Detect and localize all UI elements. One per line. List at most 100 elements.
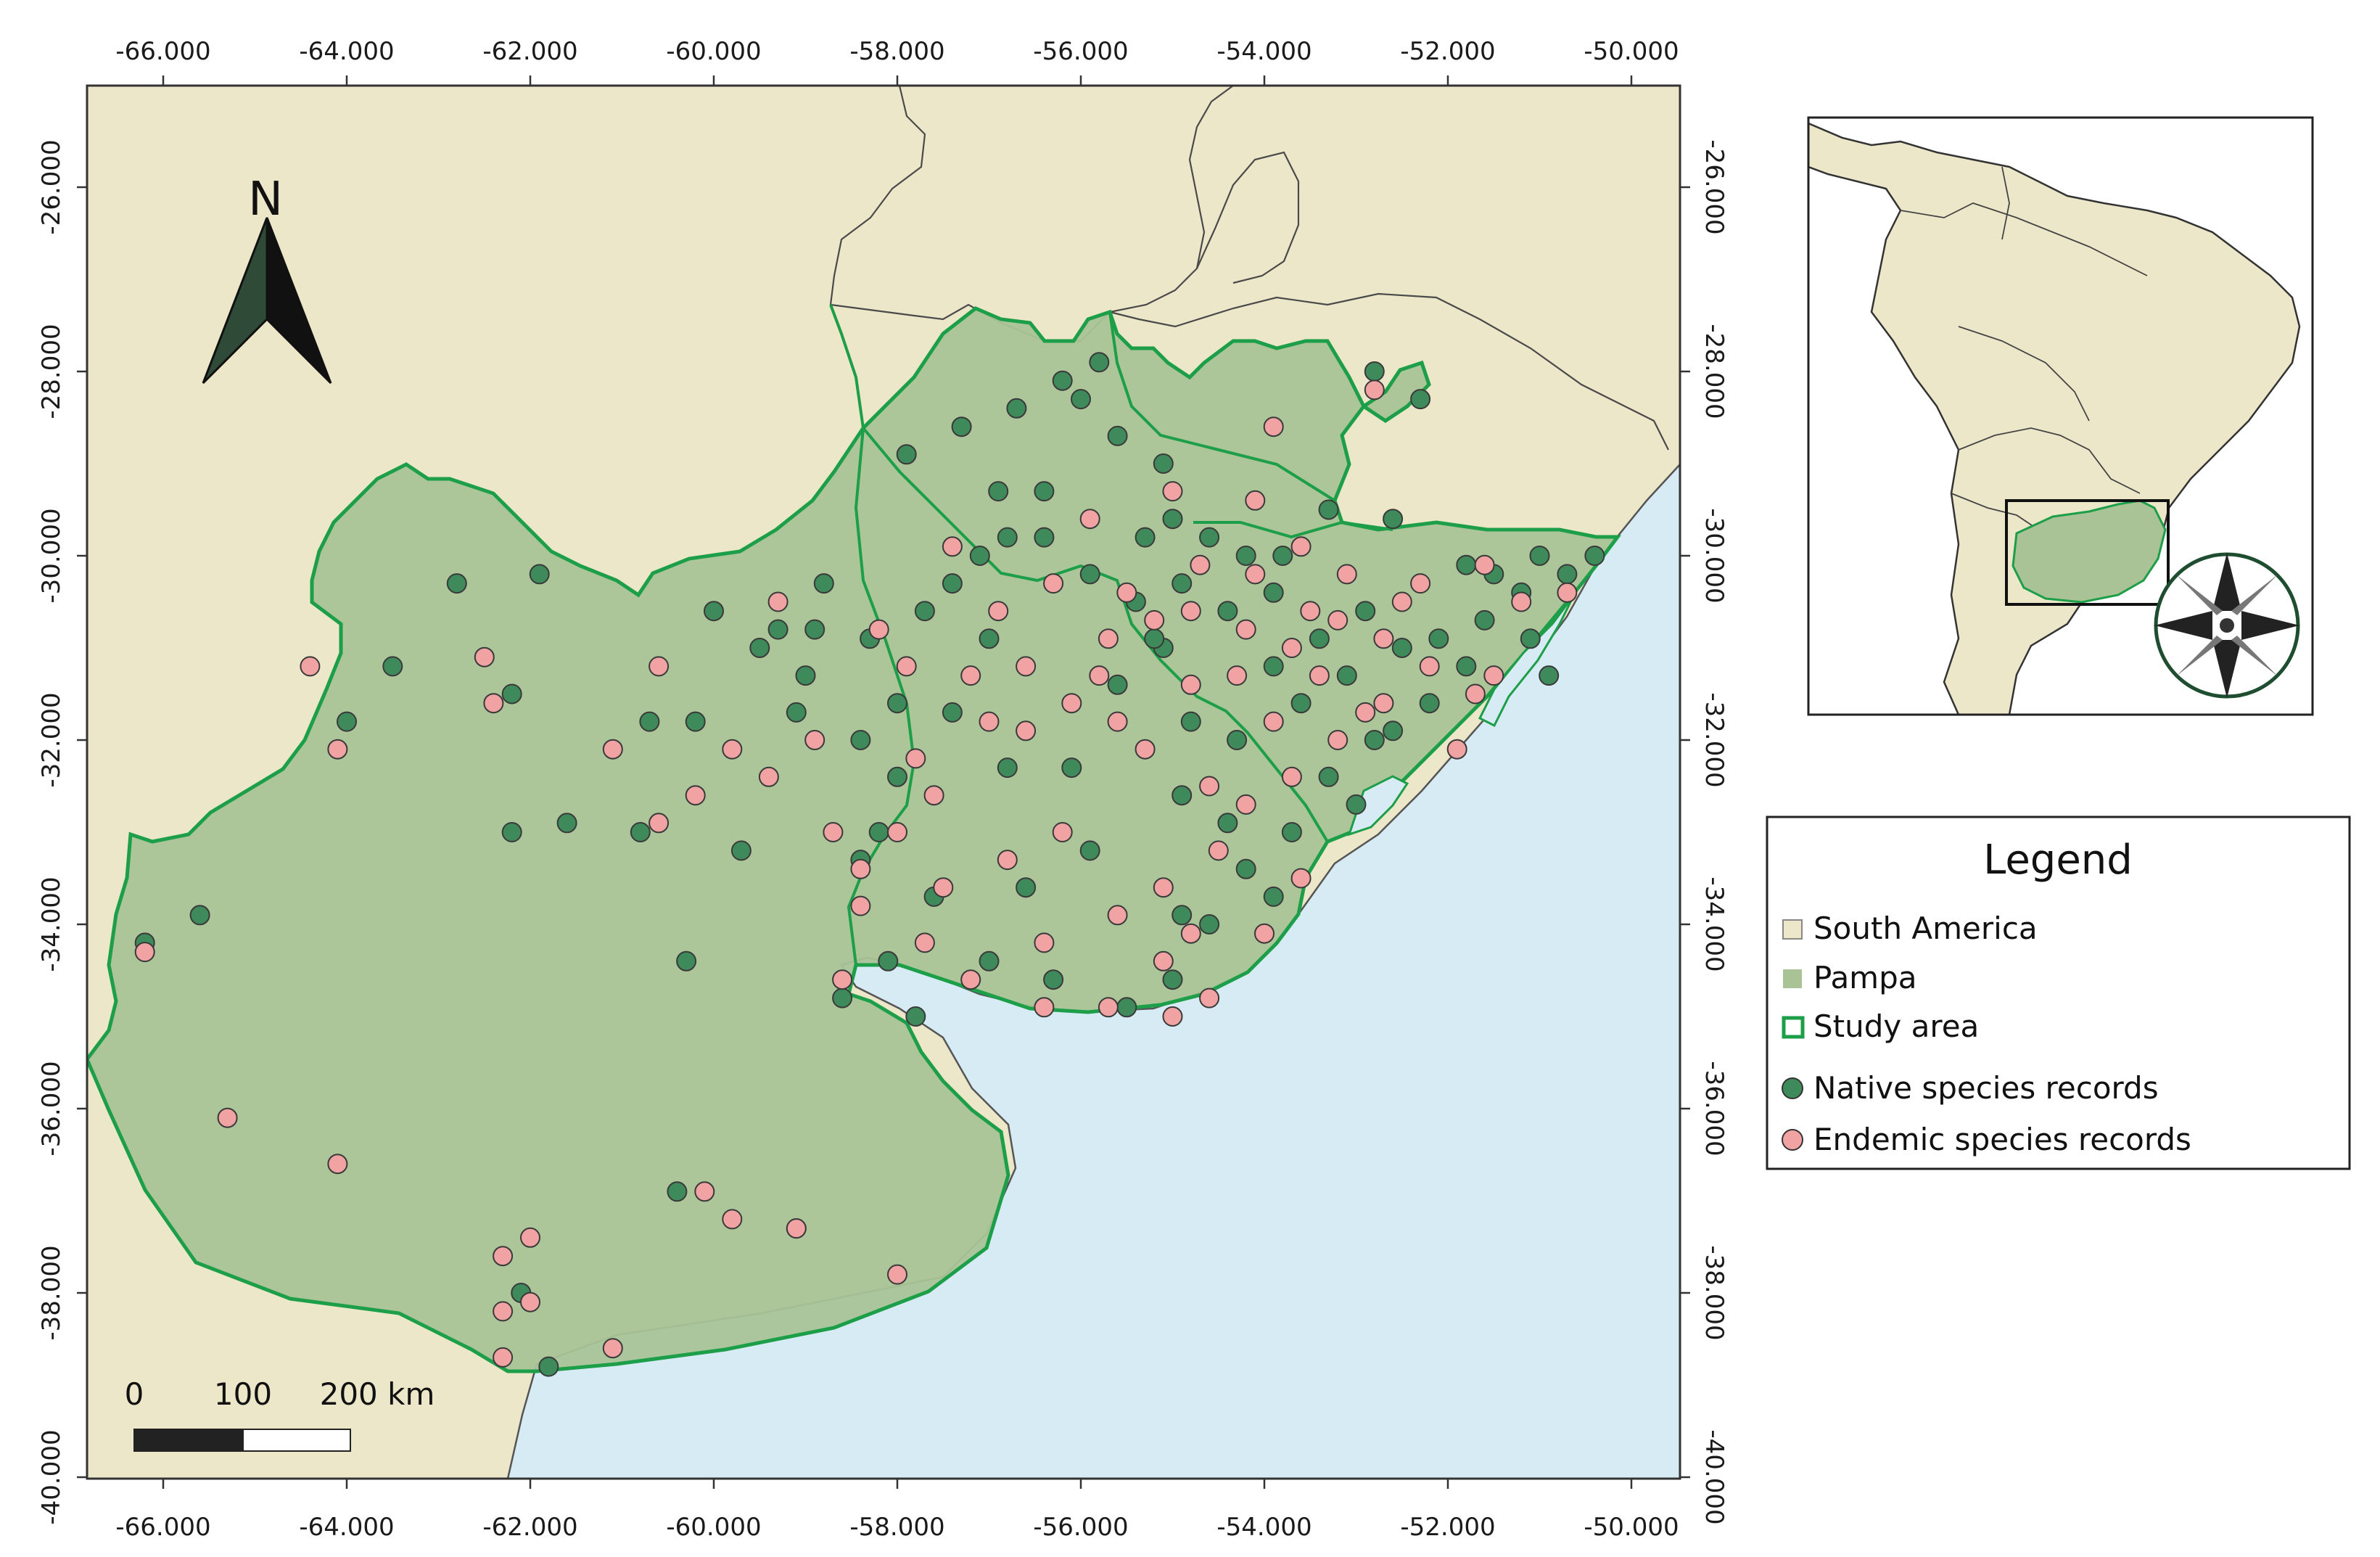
endemic-record-point xyxy=(327,739,348,760)
native-record-point xyxy=(905,1006,926,1027)
native-record-point xyxy=(914,601,935,622)
endemic-record-point xyxy=(1180,923,1201,944)
lagoon xyxy=(1478,594,1576,728)
endemic-record-point xyxy=(896,656,917,677)
native-record-point xyxy=(1034,481,1055,502)
native-record-point xyxy=(639,711,660,732)
legend-symbol-south-america xyxy=(1782,919,1803,940)
endemic-record-point xyxy=(648,813,670,834)
endemic-record-point xyxy=(1208,840,1229,861)
compass-rose-icon xyxy=(2154,552,2300,699)
endemic-record-point xyxy=(1245,490,1266,511)
legend: Legend South America Pampa Study area Na… xyxy=(1766,816,2351,1170)
lat-label: -32.000 xyxy=(37,692,66,787)
endemic-record-point xyxy=(1199,987,1220,1008)
pampa-study-area xyxy=(87,306,1621,1373)
native-record-point xyxy=(1383,720,1404,741)
endemic-record-point xyxy=(1235,794,1256,815)
endemic-record-point xyxy=(997,850,1018,871)
native-record-point xyxy=(1318,499,1339,520)
lon-label: -60.000 xyxy=(666,1513,761,1542)
lat-label: -32.000 xyxy=(1700,692,1729,787)
native-record-point xyxy=(1089,352,1110,373)
endemic-records xyxy=(134,379,1578,1368)
endemic-record-point xyxy=(1474,554,1495,575)
lat-label: -34.000 xyxy=(37,876,66,971)
longitude-labels-top: -66.000 -64.000 -62.000 -60.000 -58.000 … xyxy=(115,37,1679,66)
legend-symbol-pampa xyxy=(1783,969,1802,988)
endemic-record-point xyxy=(493,1246,514,1267)
native-record-point xyxy=(1116,997,1137,1018)
native-record-point xyxy=(501,822,522,842)
native-record-point xyxy=(1456,554,1477,575)
lat-label: -30.000 xyxy=(1700,508,1729,603)
native-record-point xyxy=(767,619,788,640)
endemic-record-point xyxy=(1290,536,1312,557)
native-record-point xyxy=(1529,546,1550,566)
native-record-point xyxy=(1172,905,1193,926)
endemic-record-point xyxy=(493,1301,514,1322)
native-record-point xyxy=(878,950,899,971)
native-record-point xyxy=(1172,573,1193,594)
endemic-record-point xyxy=(1144,609,1165,630)
native-record-point xyxy=(749,638,770,658)
lat-label: -40.000 xyxy=(1700,1429,1729,1524)
inset-frame xyxy=(1807,116,2314,716)
lat-label: -38.000 xyxy=(37,1245,66,1340)
endemic-record-point xyxy=(1483,665,1504,686)
native-record-point xyxy=(1263,582,1284,603)
native-record-point xyxy=(813,573,834,594)
native-record-point xyxy=(1364,361,1385,382)
endemic-record-point xyxy=(1245,564,1266,585)
native-record-point xyxy=(1043,969,1064,990)
endemic-record-point xyxy=(1364,379,1385,400)
endemic-record-point xyxy=(1098,628,1119,649)
lat-label: -28.000 xyxy=(1700,324,1729,419)
endemic-record-point xyxy=(520,1291,540,1312)
native-record-point xyxy=(1391,638,1412,658)
endemic-record-point xyxy=(923,785,944,806)
endemic-record-point xyxy=(1107,905,1128,926)
endemic-record-point xyxy=(1373,628,1394,649)
native-record-point xyxy=(979,950,1000,971)
scale-label: 100 xyxy=(214,1376,272,1412)
native-record-point xyxy=(1153,453,1174,474)
native-record-point xyxy=(942,702,963,723)
native-record-point xyxy=(1281,822,1302,842)
native-record-point xyxy=(1199,527,1220,548)
scale-bar-dark xyxy=(133,1429,244,1452)
native-record-point xyxy=(1079,564,1100,585)
native-record-point xyxy=(337,711,357,732)
native-record-point xyxy=(1346,794,1367,815)
endemic-record-point xyxy=(1089,665,1110,686)
endemic-record-point xyxy=(327,1154,348,1175)
native-record-point xyxy=(501,683,522,704)
native-record-point xyxy=(1364,730,1385,750)
native-record-point xyxy=(1428,628,1449,649)
legend-symbol-endemic xyxy=(1782,1129,1803,1151)
endemic-record-point xyxy=(1327,730,1348,750)
endemic-record-point xyxy=(960,969,981,990)
native-record-point xyxy=(1383,509,1404,530)
native-record-point xyxy=(1557,564,1578,585)
endemic-record-point xyxy=(868,619,889,640)
native-record-point xyxy=(868,822,889,842)
lon-label: -66.000 xyxy=(115,37,210,66)
native-record-point xyxy=(1419,693,1440,714)
scale-bar-light xyxy=(242,1429,351,1452)
native-record-point xyxy=(1474,609,1495,630)
endemic-record-point xyxy=(1162,1006,1183,1027)
native-record-point xyxy=(1217,813,1238,834)
native-record-point xyxy=(997,757,1018,779)
endemic-record-point xyxy=(933,877,954,898)
legend-title: Legend xyxy=(1983,837,2133,884)
native-record-point xyxy=(786,702,807,723)
native-record-point xyxy=(951,416,972,437)
native-record-point xyxy=(667,1181,688,1202)
native-record-point xyxy=(804,619,825,640)
legend-label-study-area: Study area xyxy=(1813,1008,1979,1044)
main-map: -66.000 -64.000 -62.000 -60.000 -58.000 … xyxy=(37,37,1729,1542)
native-record-point xyxy=(1052,370,1073,391)
legend-box xyxy=(1766,816,2351,1170)
